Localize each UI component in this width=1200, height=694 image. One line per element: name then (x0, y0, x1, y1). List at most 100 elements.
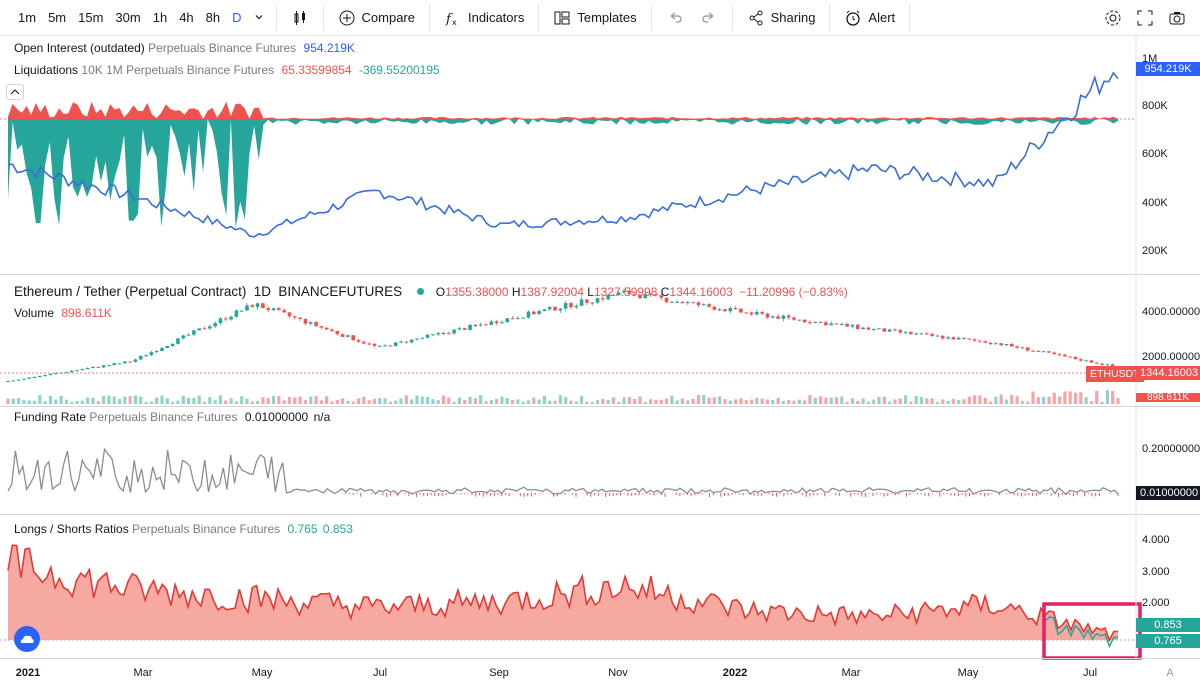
x-axis-label: May (957, 667, 979, 679)
volume-bar (410, 399, 414, 404)
volume-bar (1042, 396, 1046, 404)
undo-button[interactable] (658, 0, 692, 36)
candle (367, 343, 371, 345)
open-interest-legend[interactable]: Open Interest (outdated) Perpetuals Bina… (14, 41, 355, 55)
volume-bar (303, 400, 308, 404)
candle (489, 321, 494, 325)
chart-type-button[interactable] (283, 0, 317, 36)
volume-bar (978, 395, 982, 404)
volume-bar (882, 396, 886, 404)
longs-shorts-legend[interactable]: Longs / Shorts Ratios Perpetuals Binance… (14, 522, 353, 536)
candle (765, 313, 770, 318)
volume-legend[interactable]: Volume 898.611K (14, 306, 112, 320)
timeframe-1h[interactable]: 1h (152, 9, 168, 25)
volume-bar (415, 395, 419, 404)
timeframe-d[interactable]: D (232, 9, 242, 25)
volume-bar (431, 399, 435, 404)
volume-bar (1084, 397, 1088, 404)
candle (117, 363, 122, 365)
chart-area[interactable]: Open Interest (outdated) Perpetuals Bina… (0, 36, 1200, 694)
volume-bar (425, 396, 430, 404)
candle (563, 303, 568, 309)
sharing-button[interactable]: Sharing (739, 0, 824, 36)
volume-bar (489, 399, 493, 404)
volume-bar (760, 398, 764, 404)
timeframe-4h[interactable]: 4h (179, 9, 194, 25)
volume-bar (1010, 394, 1014, 404)
market-status-dot-icon (417, 288, 425, 295)
funding-legend[interactable]: Funding Rate Perpetuals Binance Futures … (14, 410, 330, 424)
candle (542, 309, 547, 312)
price-legend[interactable]: Ethereum / Tether (Perpetual Contract) 1… (14, 284, 848, 299)
pane-separator[interactable] (0, 274, 1200, 275)
alert-button[interactable]: Alert (836, 0, 903, 36)
volume-bar (495, 399, 499, 404)
templates-button[interactable]: Templates (545, 0, 644, 36)
volume-bar (11, 398, 15, 404)
liquidations-legend[interactable]: Liquidations 10K 1M Perpetuals Binance F… (14, 63, 440, 77)
fullscreen-icon[interactable] (1136, 9, 1154, 27)
x-axis-label: May (251, 667, 273, 679)
candle (298, 317, 302, 320)
volume-bar (64, 399, 69, 404)
volume-bar (1068, 391, 1072, 404)
candle (962, 337, 966, 339)
candle (648, 293, 653, 295)
volume-bar (186, 397, 191, 404)
pane-separator[interactable] (0, 514, 1200, 515)
collapse-legend-button[interactable] (6, 84, 24, 100)
volume-bar (595, 400, 600, 404)
candle (606, 294, 610, 300)
volume-bar (930, 398, 934, 404)
pane-separator[interactable] (0, 406, 1200, 407)
volume-bar (850, 398, 855, 404)
volume-bar (48, 395, 53, 404)
timeframe-5m[interactable]: 5m (48, 9, 67, 25)
settings-gear-icon[interactable] (1104, 9, 1122, 27)
liquidations-short-area (8, 119, 1118, 229)
ohlc-close: 1344.16003 (669, 285, 733, 299)
chart-canvas[interactable] (0, 36, 1200, 694)
camera-icon[interactable] (1168, 9, 1186, 27)
candle (877, 328, 881, 330)
candle (728, 308, 733, 312)
ls-value1: 0.765 (287, 522, 318, 536)
volume-bar (739, 398, 743, 404)
volume-bar (133, 395, 138, 404)
volume-bar (309, 396, 313, 404)
candle (776, 316, 780, 319)
volume-bar (351, 401, 355, 404)
volume-bar (579, 396, 584, 404)
auto-scale-button[interactable]: A (1166, 667, 1174, 679)
undo-icon (670, 11, 682, 23)
timeframe-dropdown[interactable] (248, 0, 270, 36)
redo-button[interactable] (692, 0, 726, 36)
redo-icon (702, 11, 713, 23)
funding-rate-line (7, 447, 1119, 496)
candle (64, 372, 69, 374)
volume-bar (181, 395, 185, 404)
volume-bar (919, 396, 924, 404)
tradingview-logo[interactable] (14, 626, 40, 652)
volume-bar (872, 399, 876, 404)
ls-tag-shorts: 0.765 (1136, 634, 1200, 648)
symbol-interval: 1D (253, 284, 271, 299)
candle (154, 350, 159, 353)
oi-axis-label: 800K (1142, 100, 1168, 112)
timeframe-30m[interactable]: 30m (115, 9, 141, 25)
volume-bar (261, 397, 265, 404)
candle (914, 333, 918, 335)
timeframe-8h[interactable]: 8h (205, 9, 221, 25)
candle (377, 345, 382, 347)
candle (664, 297, 669, 303)
volume-bar (834, 397, 839, 404)
candle (739, 308, 743, 313)
x-axis-label: 2022 (722, 667, 748, 679)
timeframe-1m[interactable]: 1m (18, 9, 37, 25)
candle (531, 311, 536, 315)
candle (22, 378, 26, 380)
timeframe-15m[interactable]: 15m (78, 9, 104, 25)
volume-bar (70, 401, 74, 404)
compare-button[interactable]: Compare (330, 0, 423, 36)
